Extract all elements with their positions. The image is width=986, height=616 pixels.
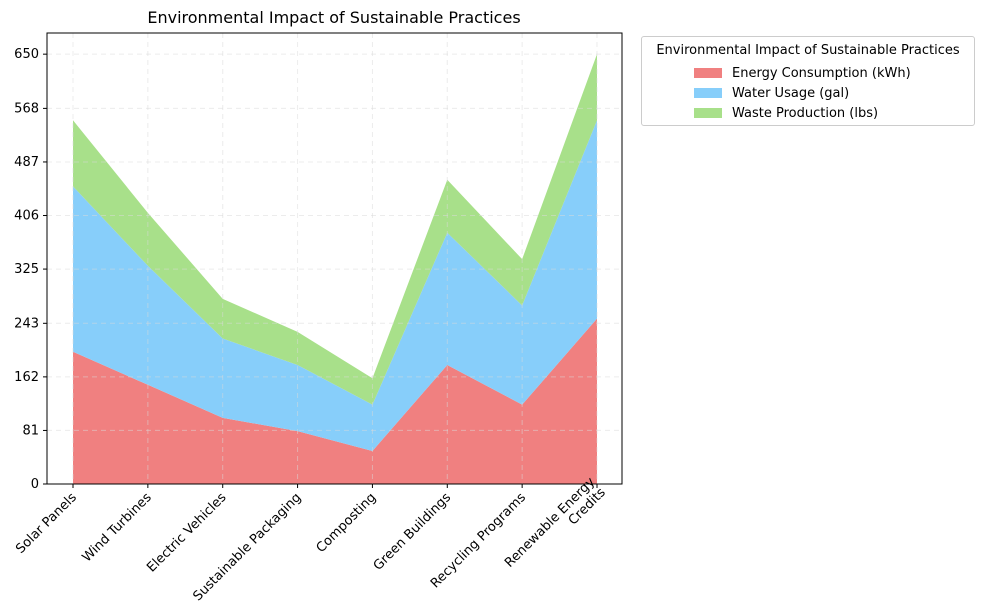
legend-swatch-energy [694,68,722,78]
legend-item-waste: Waste Production (lbs) [694,105,878,121]
x-tick-label-group: Wind Turbines [80,490,155,565]
y-tick-label: 487 [14,155,39,170]
legend-label-energy: Energy Consumption (kWh) [732,65,911,81]
area-series-0 [73,318,597,484]
legend-label-waste: Waste Production (lbs) [732,105,879,121]
x-tick-label-line: Composting [314,490,380,556]
x-tick-label: Solar Panels [13,490,80,557]
y-tick-label: 162 [14,370,39,385]
x-tick-label: Electric Vehicles [144,490,229,575]
legend-item-energy: Energy Consumption (kWh) [694,65,911,81]
x-tick-label: Wind Turbines [80,490,155,565]
y-tick-label: 0 [31,477,39,492]
area-series-1 [73,120,597,451]
y-tick-label: 406 [14,209,39,224]
y-axis: 0 81 162 243 325 406 487 568 650 [14,47,47,492]
x-tick-label-group: Green Buildings [371,490,455,574]
y-tick-label: 243 [14,316,39,331]
legend-swatch-water [694,88,722,98]
legend: Environmental Impact of Sustainable Prac… [641,36,975,126]
y-tick-label: 325 [14,262,39,277]
y-tick-label: 568 [14,101,39,116]
y-tick-label: 81 [22,423,39,438]
x-tick-label-group: Solar Panels [13,490,80,557]
legend-label-water: Water Usage (gal) [732,85,850,101]
x-tick-label-line: Solar Panels [13,490,80,557]
grid-lines [47,33,622,485]
x-tick-label-line: Wind Turbines [80,490,155,565]
x-tick-label-line: Renewable Energy [502,474,598,570]
x-tick-label-line: Electric Vehicles [144,490,229,575]
x-tick-label: Composting [314,490,380,556]
y-tick-label: 650 [14,47,39,62]
x-tick-label-group: Composting [314,490,380,556]
plot-frame [46,32,623,485]
area-series-2 [73,54,597,405]
x-tick-label-line: Green Buildings [371,490,455,574]
plot-area [73,54,597,484]
legend-swatch-waste [694,108,722,118]
x-tick-label-group: Electric Vehicles [144,490,229,575]
legend-title: Environmental Impact of Sustainable Prac… [656,43,960,58]
chart-title: Environmental Impact of Sustainable Prac… [147,8,520,27]
x-tick-label: Green Buildings [371,490,455,574]
legend-item-water: Water Usage (gal) [694,85,849,101]
